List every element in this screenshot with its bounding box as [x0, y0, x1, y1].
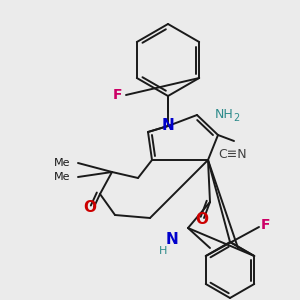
Text: H: H	[159, 246, 167, 256]
Text: O: O	[196, 212, 208, 227]
Text: O: O	[83, 200, 97, 214]
Text: NH: NH	[214, 109, 233, 122]
Text: Me: Me	[53, 158, 70, 168]
Text: N: N	[166, 232, 178, 247]
Text: 2: 2	[233, 113, 239, 123]
Text: Me: Me	[53, 172, 70, 182]
Text: F: F	[260, 218, 270, 232]
Text: F: F	[113, 88, 123, 102]
Text: N: N	[162, 118, 174, 134]
Text: C≡N: C≡N	[219, 148, 247, 161]
